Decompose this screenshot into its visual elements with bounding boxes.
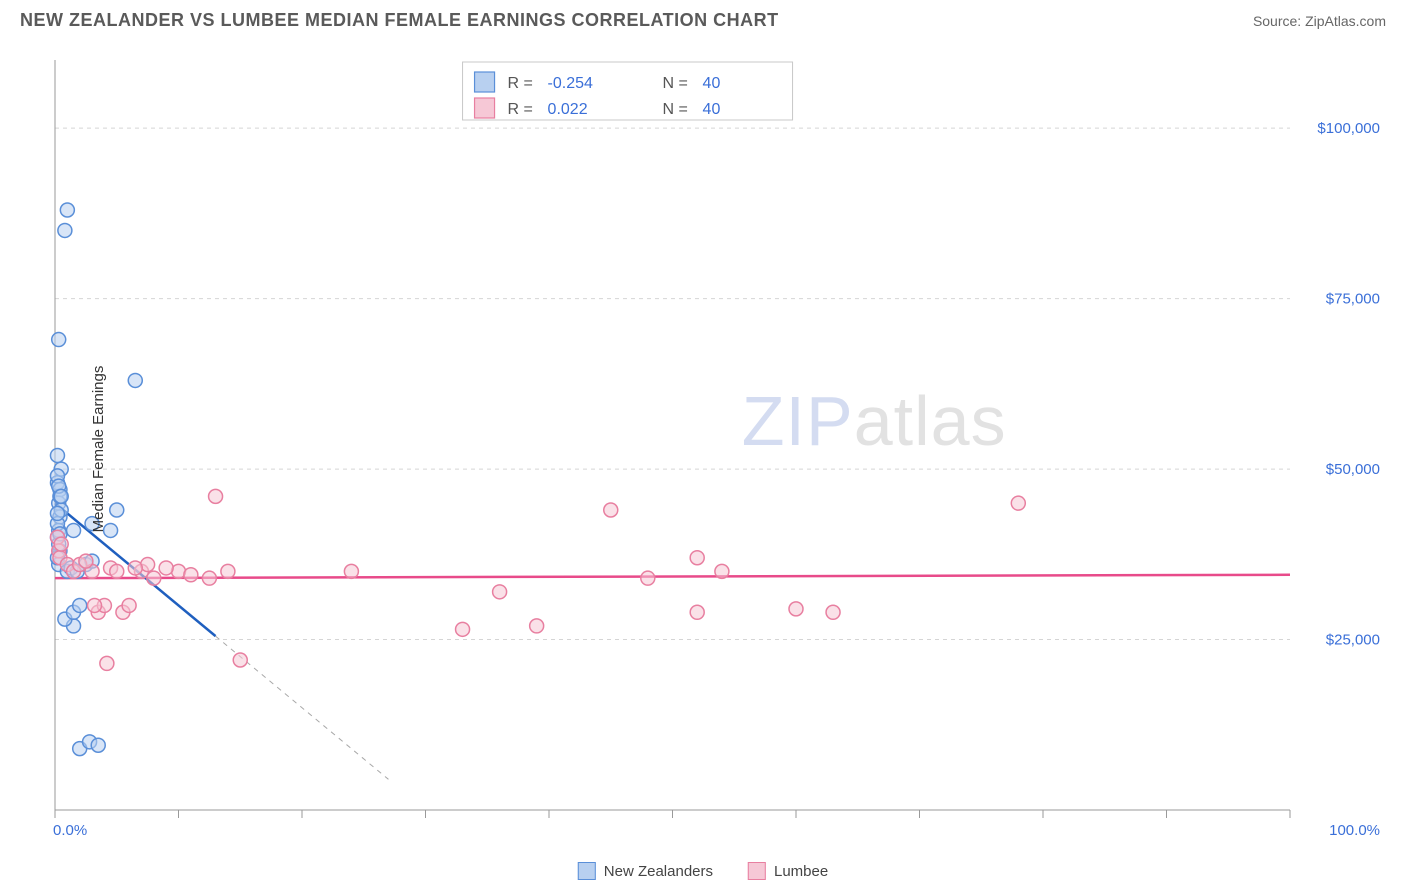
svg-text:0.0%: 0.0% — [53, 822, 87, 839]
legend-label: New Zealanders — [604, 863, 713, 880]
chart-area: Median Female Earnings $25,000 $50,000 $75… — [45, 50, 1386, 847]
svg-text:N =: N = — [663, 101, 688, 118]
svg-text:40: 40 — [703, 101, 721, 118]
svg-text:ZIPatlas: ZIPatlas — [742, 382, 1007, 460]
chart-source: Source: ZipAtlas.com — [1253, 13, 1386, 29]
legend-item-lumbee: Lumbee — [748, 862, 828, 880]
legend-swatch-icon — [578, 862, 596, 880]
legend-item-nz: New Zealanders — [578, 862, 713, 880]
svg-text:$25,000: $25,000 — [1326, 632, 1380, 649]
svg-text:100.0%: 100.0% — [1329, 822, 1380, 839]
svg-text:$100,000: $100,000 — [1317, 120, 1380, 137]
svg-text:N =: N = — [663, 75, 688, 92]
chart-header: NEW ZEALANDER VS LUMBEE MEDIAN FEMALE EA… — [0, 0, 1406, 36]
svg-text:$75,000: $75,000 — [1326, 291, 1380, 308]
svg-text:R =: R = — [508, 101, 533, 118]
chart-title: NEW ZEALANDER VS LUMBEE MEDIAN FEMALE EA… — [20, 10, 779, 31]
svg-text:-0.254: -0.254 — [548, 75, 593, 92]
svg-text:R =: R = — [508, 75, 533, 92]
scatter-chart: $25,000 $50,000 $75,000 $100,000 0.0% 100.0% Z… — [45, 50, 1385, 840]
legend-bottom: New Zealanders Lumbee — [578, 862, 828, 880]
svg-text:40: 40 — [703, 75, 721, 92]
legend-label: Lumbee — [774, 863, 828, 880]
svg-text:$50,000: $50,000 — [1326, 461, 1380, 478]
svg-text:0.022: 0.022 — [548, 101, 588, 118]
y-axis-label: Median Female Earnings — [90, 365, 107, 532]
legend-swatch-icon — [748, 862, 766, 880]
